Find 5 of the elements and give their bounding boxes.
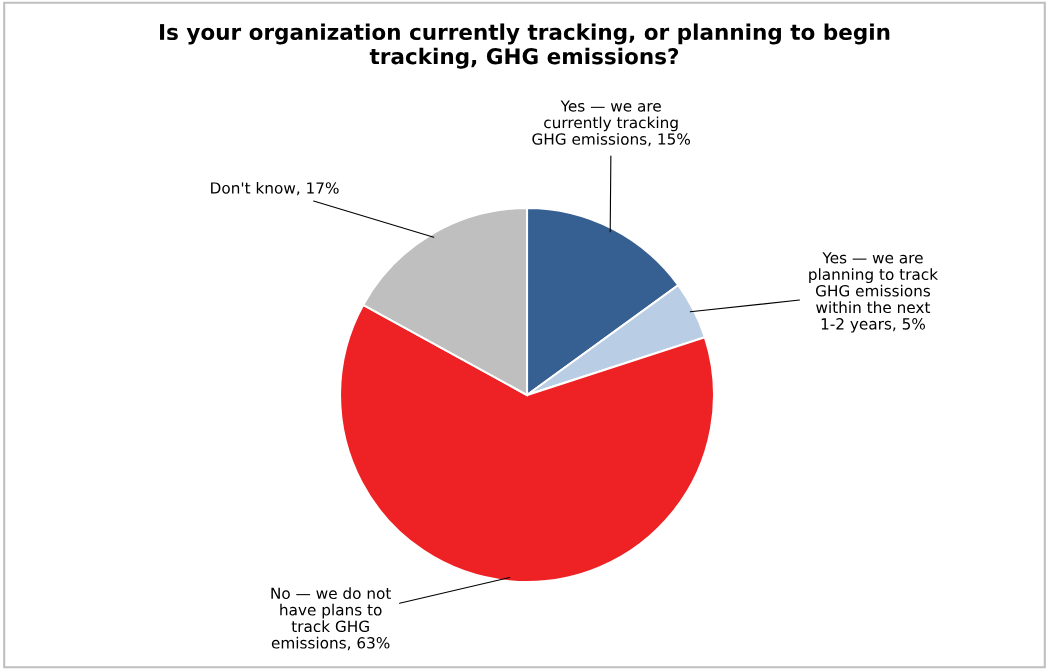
slice-label: Yes — we are planning to track GHG emissions within the next 1-2 years, 5%	[809, 252, 939, 333]
slice-label: No — we do not have plans to track GHG emissions, 63%	[271, 587, 391, 651]
slice-label: Yes — we are currently tracking GHG emissions, 15%	[532, 100, 690, 147]
chart-title: Is your organization currently tracking, or planning to begin tracking, GHG emissions?	[160, 23, 890, 69]
slice-label: Don't know, 17%	[211, 181, 339, 196]
